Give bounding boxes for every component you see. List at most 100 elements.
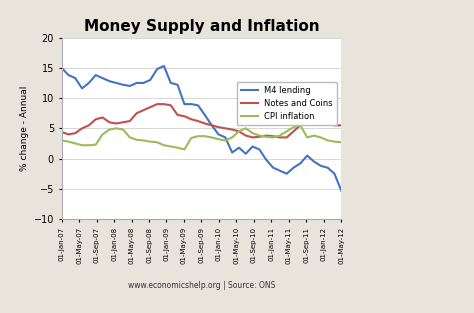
CPI inflation — [277, 134, 283, 137]
Notes and Coins — [298, 123, 303, 127]
CPI inflation — [195, 134, 201, 138]
M4 lending — [100, 76, 105, 80]
CPI inflation — [113, 126, 119, 130]
M4 lending — [291, 166, 296, 170]
Notes and Coins — [311, 117, 317, 121]
CPI inflation — [188, 136, 194, 140]
CPI inflation — [318, 136, 324, 139]
Notes and Coins — [209, 123, 215, 127]
Legend: M4 lending, Notes and Coins, CPI inflation: M4 lending, Notes and Coins, CPI inflati… — [237, 82, 337, 125]
Notes and Coins — [93, 117, 99, 121]
CPI inflation — [168, 145, 173, 148]
M4 lending — [270, 166, 276, 170]
Notes and Coins — [107, 121, 112, 124]
Notes and Coins — [277, 136, 283, 139]
M4 lending — [264, 158, 269, 162]
CPI inflation — [100, 132, 105, 136]
M4 lending — [86, 81, 92, 85]
CPI inflation — [93, 143, 99, 146]
Notes and Coins — [134, 111, 139, 115]
CPI inflation — [73, 141, 78, 145]
M4 lending — [182, 102, 187, 106]
CPI inflation — [86, 143, 92, 147]
M4 lending — [79, 86, 85, 90]
Notes and Coins — [100, 115, 105, 119]
M4 lending — [168, 81, 173, 85]
M4 lending — [311, 160, 317, 163]
M4 lending — [65, 73, 71, 77]
CPI inflation — [107, 128, 112, 131]
Notes and Coins — [264, 134, 269, 137]
Notes and Coins — [332, 123, 337, 127]
M4 lending — [277, 169, 283, 172]
CPI inflation — [216, 137, 221, 141]
M4 lending — [195, 104, 201, 107]
M4 lending — [73, 76, 78, 80]
Notes and Coins — [175, 113, 181, 117]
M4 lending — [188, 102, 194, 106]
Notes and Coins — [59, 130, 64, 134]
Notes and Coins — [216, 125, 221, 129]
Line: CPI inflation: CPI inflation — [62, 125, 341, 150]
Notes and Coins — [73, 131, 78, 135]
Notes and Coins — [161, 102, 167, 106]
CPI inflation — [222, 139, 228, 142]
Title: Money Supply and Inflation: Money Supply and Inflation — [83, 18, 319, 33]
CPI inflation — [161, 143, 167, 147]
M4 lending — [332, 172, 337, 176]
M4 lending — [120, 83, 126, 87]
CPI inflation — [284, 130, 290, 133]
Notes and Coins — [86, 123, 92, 127]
Notes and Coins — [325, 122, 330, 126]
CPI inflation — [134, 138, 139, 142]
M4 lending — [154, 67, 160, 71]
M4 lending — [298, 162, 303, 165]
Notes and Coins — [141, 108, 146, 112]
M4 lending — [147, 78, 153, 82]
CPI inflation — [120, 128, 126, 131]
M4 lending — [93, 73, 99, 77]
M4 lending — [243, 152, 249, 156]
M4 lending — [325, 166, 330, 170]
M4 lending — [338, 189, 344, 192]
Notes and Coins — [222, 126, 228, 130]
M4 lending — [175, 83, 181, 87]
CPI inflation — [127, 136, 133, 139]
Notes and Coins — [182, 114, 187, 118]
Notes and Coins — [127, 119, 133, 123]
Notes and Coins — [113, 122, 119, 126]
M4 lending — [113, 81, 119, 85]
CPI inflation — [332, 140, 337, 144]
CPI inflation — [175, 146, 181, 150]
M4 lending — [59, 66, 64, 70]
M4 lending — [202, 113, 208, 117]
Notes and Coins — [79, 126, 85, 130]
Notes and Coins — [202, 122, 208, 126]
CPI inflation — [291, 125, 296, 129]
Notes and Coins — [338, 123, 344, 127]
Notes and Coins — [229, 128, 235, 131]
CPI inflation — [182, 148, 187, 151]
CPI inflation — [202, 134, 208, 138]
Notes and Coins — [154, 102, 160, 106]
Notes and Coins — [243, 134, 249, 137]
Notes and Coins — [188, 117, 194, 121]
CPI inflation — [236, 130, 242, 133]
M4 lending — [250, 145, 255, 148]
CPI inflation — [311, 134, 317, 137]
CPI inflation — [65, 140, 71, 144]
Notes and Coins — [147, 105, 153, 109]
CPI inflation — [209, 136, 215, 139]
CPI inflation — [338, 140, 344, 144]
CPI inflation — [243, 126, 249, 130]
CPI inflation — [59, 139, 64, 142]
M4 lending — [222, 136, 228, 139]
Notes and Coins — [250, 136, 255, 139]
M4 lending — [141, 81, 146, 85]
Notes and Coins — [318, 119, 324, 123]
CPI inflation — [304, 136, 310, 139]
Notes and Coins — [291, 130, 296, 133]
CPI inflation — [325, 139, 330, 142]
M4 lending — [161, 64, 167, 68]
CPI inflation — [250, 131, 255, 135]
